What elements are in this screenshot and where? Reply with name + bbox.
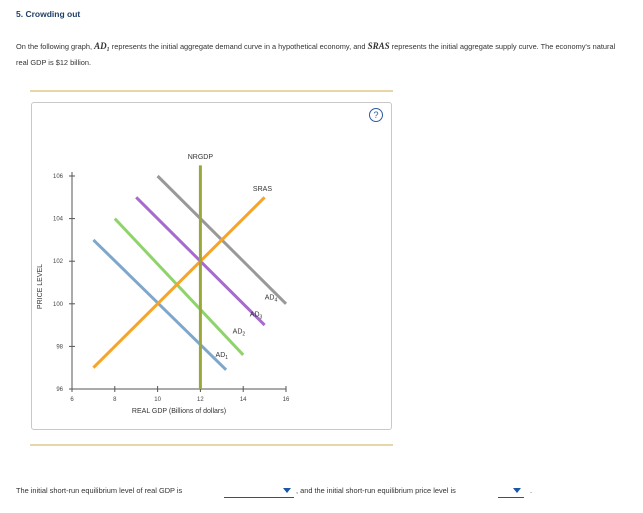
gdp-dropdown[interactable] xyxy=(224,483,294,498)
price-level-dropdown[interactable] xyxy=(498,483,524,498)
chevron-down-icon xyxy=(283,488,291,493)
question-end-period: . xyxy=(530,486,533,495)
graph-panel xyxy=(31,102,392,430)
top-divider xyxy=(30,90,393,92)
sras-term: SRAS xyxy=(367,41,390,51)
bottom-divider xyxy=(30,444,393,446)
help-icon[interactable]: ? xyxy=(369,108,383,122)
ad1-term: AD₁ xyxy=(94,41,110,51)
question-gdp-text: The initial short-run equilibrium level … xyxy=(16,486,183,495)
question-intro: On the following graph, AD₁ represents t… xyxy=(16,41,616,67)
question-price-text: , and the initial short-run equilibrium … xyxy=(296,486,456,495)
question-title: 5. Crowding out xyxy=(16,9,81,19)
chevron-down-icon xyxy=(513,488,521,493)
